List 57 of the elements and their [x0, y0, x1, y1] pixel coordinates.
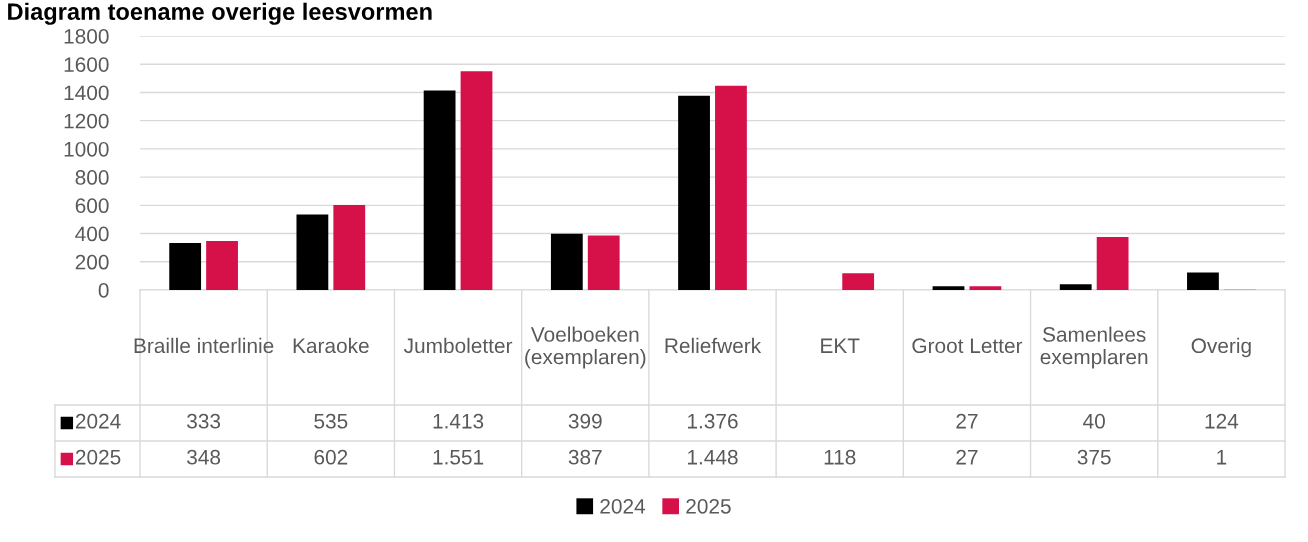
data-label: 1 [1217, 450, 1227, 465]
y-tick-label: 800 [75, 170, 109, 185]
bar [206, 240, 238, 290]
data-label: 348 [187, 449, 221, 465]
bar [550, 233, 583, 290]
data-label: 399 [568, 413, 602, 429]
data-label: 1.413 [433, 413, 484, 429]
bar [932, 286, 965, 290]
bar [460, 71, 493, 290]
bar [1096, 237, 1129, 290]
bar [169, 243, 202, 290]
y-tick-label: 1600 [64, 57, 109, 72]
y-tick-label: 200 [75, 254, 109, 270]
y-tick-label: 0 [98, 283, 109, 298]
y-tick-label: 1800 [64, 29, 109, 44]
text: 2024 [600, 498, 646, 514]
data-label: 1.376 [688, 413, 738, 429]
x-tick-label: Groot Letter [912, 338, 1023, 354]
text: 2025 [686, 498, 731, 514]
legend-label: 2025 [75, 449, 121, 465]
data-label: 387 [568, 449, 602, 465]
data-label: 602 [314, 449, 348, 465]
bar [715, 85, 747, 290]
bar [678, 95, 710, 290]
y-tick-label: 1400 [64, 85, 109, 101]
bar [296, 214, 329, 290]
data-label: 118 [824, 449, 856, 465]
x-tick-label: Braille interlinie [134, 337, 274, 354]
chart-title: Diagram toename overige leesvormen [8, 2, 432, 25]
y-tick-label: 1000 [64, 141, 109, 157]
x-tick-label: EKT [821, 338, 860, 353]
x-tick-label: Voelboeken (exemplaren) [525, 326, 646, 369]
y-tick-label: 400 [75, 226, 109, 242]
data-label: 27 [956, 413, 978, 429]
data-label: 375 [1077, 449, 1111, 465]
x-tick-label: Karaoke [293, 337, 369, 354]
y-tick-label: 1200 [64, 113, 109, 129]
bar [1059, 284, 1092, 290]
data-label: 1.551 [433, 450, 484, 465]
x-tick-label: Reliefwerk [665, 337, 762, 354]
legend-label: 2024 [75, 413, 121, 429]
data-label: 40 [1083, 413, 1105, 429]
bar [423, 90, 456, 290]
bar [842, 273, 875, 290]
data-label: 27 [956, 449, 978, 465]
data-label: 124 [1205, 413, 1239, 429]
data-label: 1.448 [688, 449, 738, 465]
data-label: 535 [314, 413, 348, 429]
bar [1187, 272, 1219, 290]
x-tick-label: Samenlees exemplaren [1040, 326, 1148, 369]
y-tick-label: 600 [75, 198, 109, 214]
bar [969, 286, 1002, 290]
x-tick-label: Overig [1191, 337, 1251, 358]
bar [587, 235, 620, 290]
x-tick-label: Jumboletter [403, 337, 513, 354]
bar [333, 205, 366, 290]
data-label: 333 [187, 413, 221, 429]
